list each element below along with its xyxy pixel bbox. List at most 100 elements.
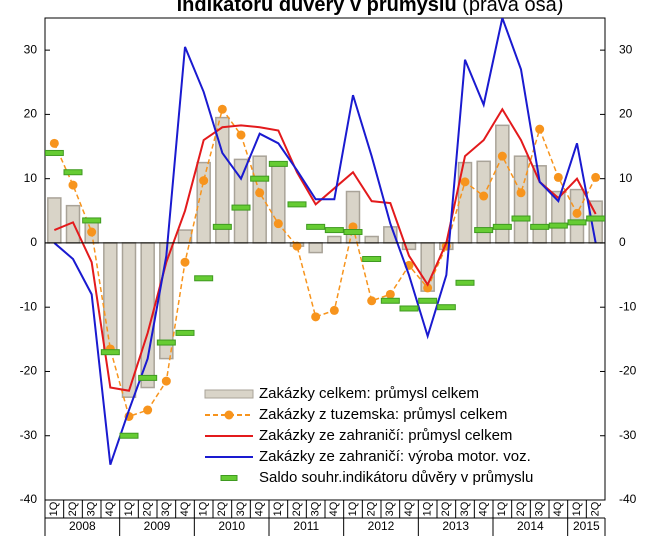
marker [572, 208, 582, 218]
x-tick-label: 3Q [534, 501, 546, 516]
year-label: 2012 [368, 519, 395, 533]
dash-marker [586, 215, 605, 222]
dash-marker [418, 297, 438, 304]
dash-marker [380, 297, 400, 304]
y-tick-label: -20 [20, 364, 38, 378]
dash-marker [231, 204, 251, 211]
x-tick-label: 1Q [422, 501, 434, 516]
marker [255, 188, 265, 198]
chart-title: indikátoru důvěry v průmyslu (pravá osa) [177, 0, 564, 16]
x-tick-label: 3Q [86, 501, 98, 516]
title-main: indikátoru důvěry v průmyslu [177, 0, 457, 16]
series-line [53, 107, 597, 418]
bar [103, 242, 118, 353]
marker [516, 188, 526, 198]
dash-marker [250, 175, 270, 182]
marker [217, 104, 227, 114]
dash-marker [287, 201, 307, 208]
x-tick-label: 4Q [254, 501, 266, 516]
bar [513, 155, 529, 244]
bar [364, 235, 379, 244]
bar [308, 242, 323, 254]
marker [460, 177, 470, 187]
x-tick-label: 4Q [478, 501, 490, 516]
y2-tick-label: 20 [619, 107, 633, 121]
dash-marker [156, 339, 176, 346]
y-tick-label: 10 [24, 171, 38, 185]
y2-tick-label: -10 [619, 299, 637, 313]
x-tick-label: 1Q [496, 501, 508, 516]
marker [311, 312, 321, 322]
dash-marker [306, 223, 326, 230]
x-tick-label: 2Q [515, 501, 527, 516]
x-tick-label: 1Q [198, 501, 210, 516]
x-tick-label: 1Q [48, 501, 60, 516]
marker [273, 219, 283, 229]
dash-marker [362, 256, 382, 262]
y-tick-label: 20 [24, 107, 38, 121]
title-note: (pravá osa) [462, 0, 563, 16]
y2-tick-label: -30 [619, 428, 637, 442]
y-tick-label: 30 [24, 42, 38, 56]
bar [252, 155, 267, 244]
y-tick-label: -30 [20, 428, 38, 442]
x-tick-label: 3Q [310, 501, 322, 516]
dash-marker [511, 215, 531, 222]
x-tick-label: 3Q [235, 501, 247, 516]
x-tick-label: 3Q [384, 501, 396, 516]
marker [87, 227, 97, 237]
year-label: 2014 [517, 519, 544, 533]
x-tick-label: 1Q [571, 501, 583, 516]
y-tick-label: -40 [20, 492, 38, 506]
marker [143, 405, 153, 415]
marker [367, 296, 377, 306]
year-label: 2011 [293, 519, 319, 533]
year-label: 2009 [144, 519, 171, 533]
year-label: 2010 [218, 519, 245, 533]
y2-tick-label: 0 [619, 235, 626, 249]
legend-swatch [204, 389, 254, 399]
x-tick-label: 3Q [459, 501, 471, 516]
legend-box [195, 381, 600, 492]
year-label: 2008 [69, 519, 96, 533]
dash-marker [324, 227, 344, 234]
dash-marker [548, 222, 568, 229]
x-tick-label: 1Q [272, 501, 284, 516]
dash-marker [343, 229, 363, 236]
x-tick-label: 2Q [440, 501, 452, 516]
marker [199, 176, 209, 186]
x-tick-label: 4Q [552, 501, 564, 516]
x-tick-label: 1Q [123, 501, 135, 516]
marker [535, 124, 545, 134]
y-tick-label: -10 [20, 299, 38, 313]
marker [423, 283, 433, 293]
y2-tick-label: -40 [619, 492, 637, 506]
x-tick-label: 2Q [67, 501, 79, 516]
dash-marker [100, 349, 120, 356]
marker [180, 257, 190, 267]
x-tick-label: 1Q [347, 501, 359, 516]
dash-marker [45, 149, 64, 156]
marker [161, 376, 171, 386]
dash-marker [436, 304, 456, 311]
legend-label: Zakázky ze zahraničí: průmysl celkem [259, 427, 512, 444]
x-tick-label: 4Q [104, 501, 116, 516]
bar [327, 235, 342, 244]
y2-tick-label: 10 [619, 171, 633, 185]
y-tick-label: 0 [30, 235, 37, 249]
year-label: 2015 [573, 519, 600, 533]
x-tick-label: 2Q [142, 501, 154, 516]
plot-area [45, 18, 605, 465]
legend-label: Saldo souhr.indikátoru důvěry v průmyslu [259, 469, 533, 486]
year-label: 2013 [442, 519, 469, 533]
x-tick-label: 4Q [328, 501, 340, 516]
y2-tick-label: -20 [619, 364, 637, 378]
dash-marker [474, 227, 494, 234]
dash-marker [455, 279, 475, 286]
bar [345, 190, 361, 244]
dash-marker [567, 219, 587, 226]
x-tick-label: 2Q [366, 501, 378, 516]
legend-marker [224, 410, 234, 420]
bar [47, 197, 62, 244]
dash-marker [194, 275, 214, 282]
